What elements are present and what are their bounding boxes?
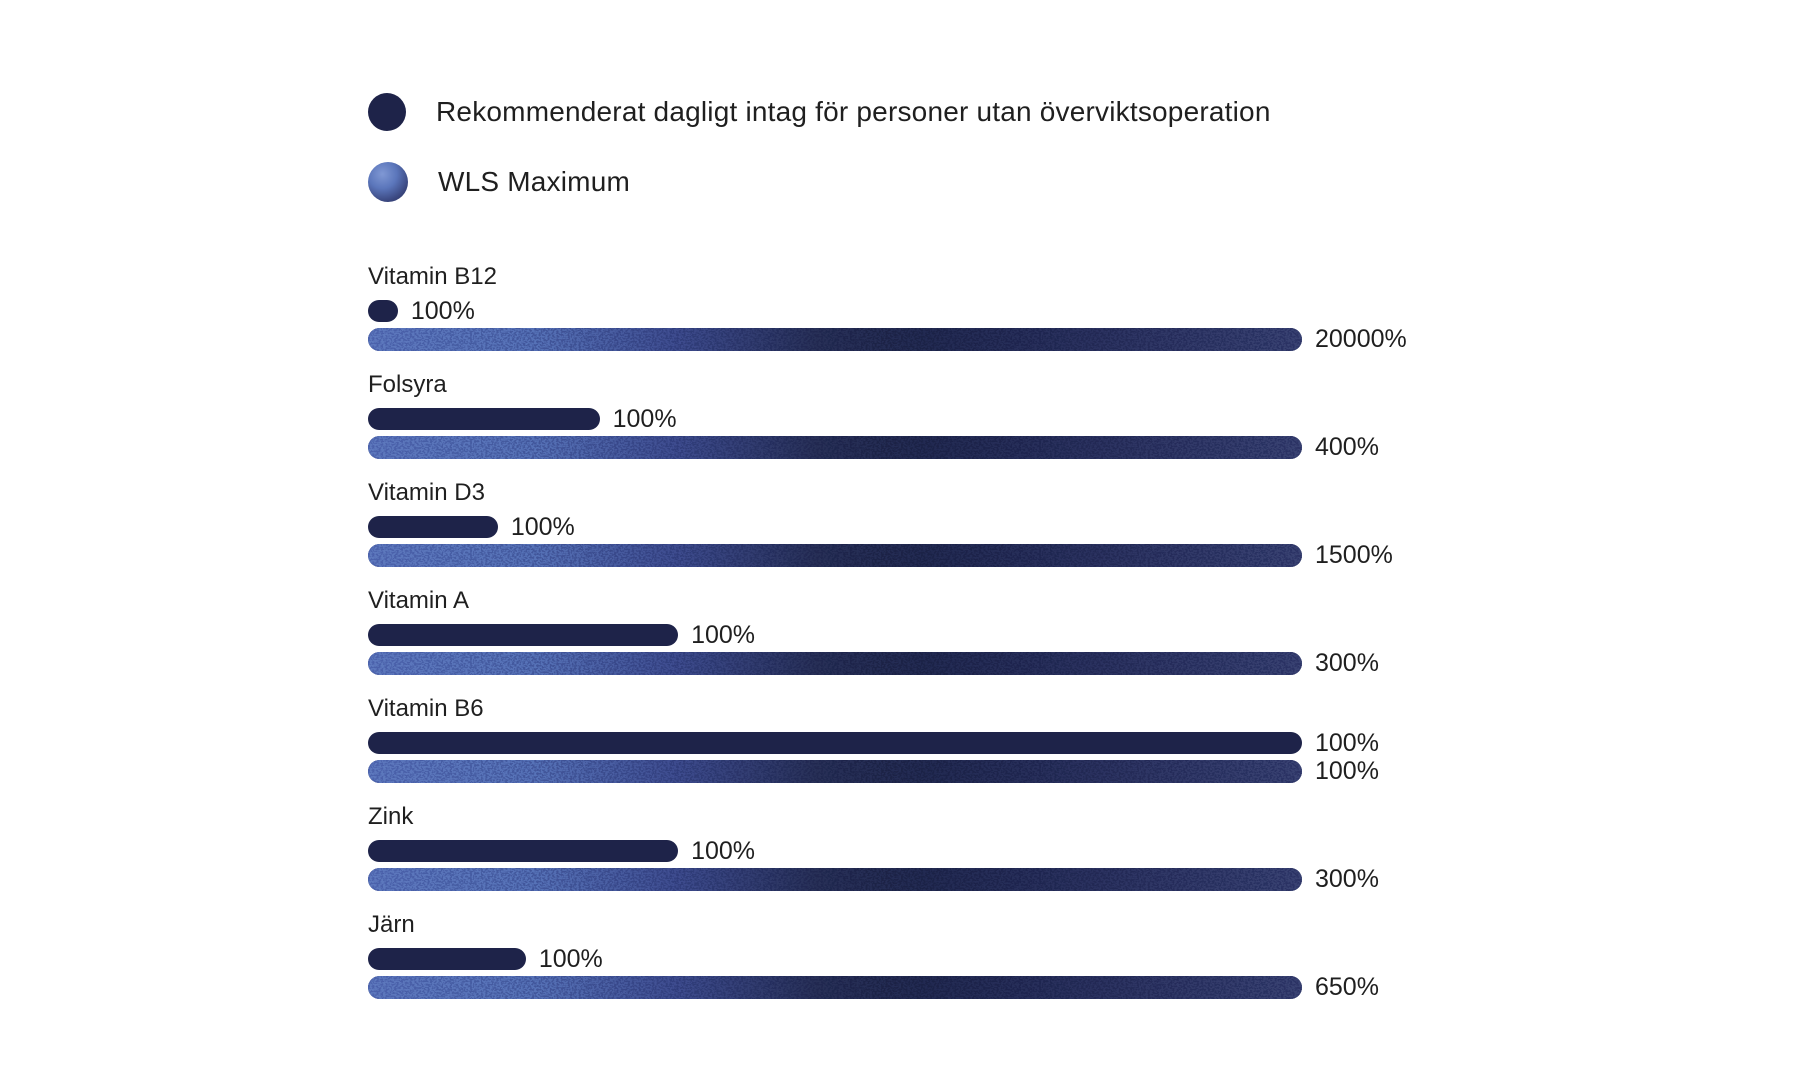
rdi-value: 100%: [538, 944, 603, 973]
rdi-bar: [368, 732, 1302, 754]
rdi-bar-line: 100%: [368, 620, 1628, 649]
wls-legend-label: WLS Maximum: [438, 166, 630, 198]
rdi-value: 100%: [612, 404, 677, 433]
infographic-canvas: Rekommenderat dagligt intag för personer…: [368, 93, 1628, 1020]
rdi-bar-line: 100%: [368, 512, 1628, 541]
wls-value: 300%: [1315, 649, 1379, 677]
wls-value: 20000%: [1315, 325, 1407, 353]
wls-bar-line: 400%: [368, 433, 1628, 461]
nutrient-label: Järn: [368, 911, 415, 938]
nutrient-row: Vitamin B12 100% 20000%: [368, 263, 1628, 353]
nutrient-label: Folsyra: [368, 371, 447, 398]
wls-bar-line: 300%: [368, 649, 1628, 677]
legend-item-wls: WLS Maximum: [368, 162, 1628, 202]
nutrient-label: Zink: [368, 803, 414, 830]
bar-chart: Vitamin B12 100% 20000% Folsyra 100%: [368, 263, 1628, 1001]
wls-bar-texture: [368, 328, 1302, 351]
nutrient-row: Vitamin D3 100% 1500%: [368, 479, 1628, 569]
rdi-bar-line: 100%: [368, 944, 1628, 973]
wls-bar: [368, 652, 1302, 675]
rdi-bar-line: 100%: [368, 404, 1628, 433]
nutrient-row: Folsyra 100% 400%: [368, 371, 1628, 461]
wls-bar-texture: [368, 976, 1302, 999]
nutrient-label: Vitamin A: [368, 587, 469, 614]
rdi-legend-label: Rekommenderat dagligt intag för personer…: [436, 96, 1271, 128]
rdi-value: 100%: [1315, 728, 1379, 757]
rdi-legend-dot-icon: [368, 93, 406, 131]
rdi-bar: [368, 948, 526, 970]
wls-bar: [368, 328, 1302, 351]
wls-bar-line: 300%: [368, 865, 1628, 893]
rdi-bar: [368, 408, 600, 430]
wls-bar: [368, 976, 1302, 999]
nutrient-row: Järn 100% 650%: [368, 911, 1628, 1001]
rdi-bar: [368, 624, 679, 646]
wls-bar-texture: [368, 436, 1302, 459]
rdi-bar: [368, 300, 398, 322]
rdi-value: 100%: [410, 296, 475, 325]
wls-bar-texture: [368, 652, 1302, 675]
wls-bar: [368, 436, 1302, 459]
wls-value: 100%: [1315, 757, 1379, 785]
rdi-bar: [368, 516, 498, 538]
wls-value: 400%: [1315, 433, 1379, 461]
wls-bar-line: 650%: [368, 973, 1628, 1001]
wls-bar-texture: [368, 760, 1302, 783]
rdi-bar-line: 100%: [368, 836, 1628, 865]
nutrient-row: Zink 100% 300%: [368, 803, 1628, 893]
wls-value: 1500%: [1315, 541, 1393, 569]
wls-bar-line: 100%: [368, 757, 1628, 785]
nutrient-label: Vitamin B6: [368, 695, 484, 722]
wls-value: 300%: [1315, 865, 1379, 893]
nutrient-row: Vitamin A 100% 300%: [368, 587, 1628, 677]
wls-bar: [368, 544, 1302, 567]
wls-value: 650%: [1315, 973, 1379, 1001]
rdi-value: 100%: [691, 836, 756, 865]
nutrient-label: Vitamin D3: [368, 479, 485, 506]
legend: Rekommenderat dagligt intag för personer…: [368, 93, 1628, 202]
rdi-value: 100%: [510, 512, 575, 541]
legend-item-rdi: Rekommenderat dagligt intag för personer…: [368, 93, 1628, 131]
wls-legend-sphere-icon: [368, 162, 408, 202]
nutrient-label: Vitamin B12: [368, 263, 497, 290]
wls-bar-texture: [368, 544, 1302, 567]
wls-bar-texture: [368, 868, 1302, 891]
wls-bar: [368, 760, 1302, 783]
rdi-bar-line: 100%: [368, 728, 1628, 757]
rdi-value: 100%: [691, 620, 756, 649]
wls-bar: [368, 868, 1302, 891]
wls-bar-line: 1500%: [368, 541, 1628, 569]
rdi-bar-line: 100%: [368, 296, 1628, 325]
wls-bar-line: 20000%: [368, 325, 1628, 353]
rdi-bar: [368, 840, 679, 862]
nutrient-row: Vitamin B6 100% 100%: [368, 695, 1628, 785]
